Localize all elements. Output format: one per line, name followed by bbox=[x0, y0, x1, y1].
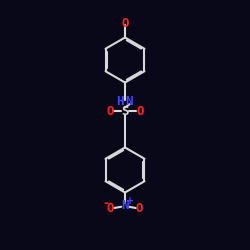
Text: O: O bbox=[136, 105, 144, 118]
Text: N: N bbox=[121, 199, 129, 212]
Text: -: - bbox=[104, 196, 108, 209]
Text: O: O bbox=[107, 202, 114, 214]
Text: O: O bbox=[121, 17, 129, 30]
Text: O: O bbox=[136, 202, 143, 214]
Text: S: S bbox=[121, 105, 129, 118]
Text: N: N bbox=[126, 95, 133, 108]
Text: H: H bbox=[116, 95, 123, 108]
Text: O: O bbox=[106, 105, 114, 118]
Text: +: + bbox=[126, 196, 134, 205]
